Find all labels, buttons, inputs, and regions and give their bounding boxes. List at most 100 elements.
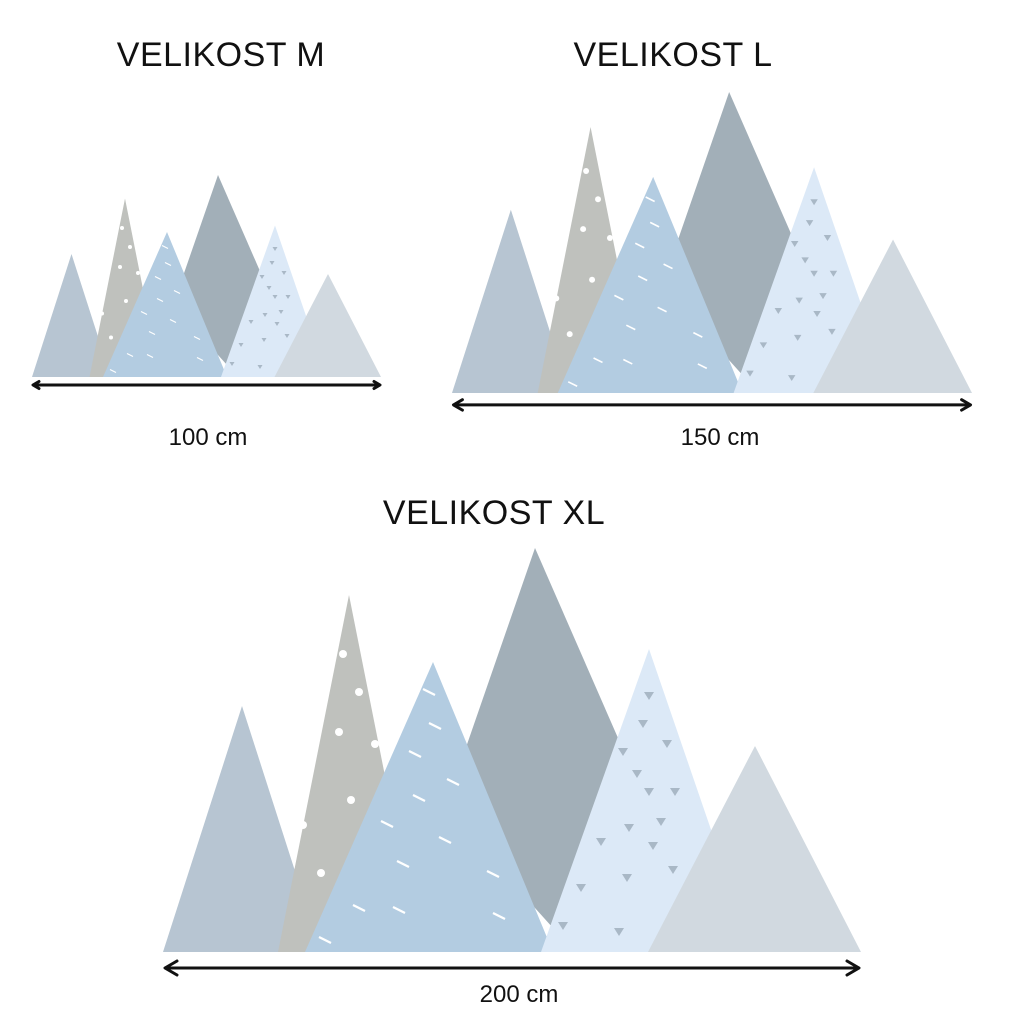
snow-dash xyxy=(318,936,332,944)
pattern-triangle xyxy=(576,884,586,892)
arrow-head-left xyxy=(31,380,41,390)
size-xl-title: VELIKOST XL xyxy=(382,494,606,532)
snow-dash xyxy=(126,353,134,357)
arrow-head-left xyxy=(451,398,464,412)
snow-dash xyxy=(196,357,204,361)
pattern-triangle xyxy=(618,748,628,756)
snow-dot xyxy=(136,271,140,275)
mountains-group xyxy=(163,548,861,977)
snow-dot xyxy=(606,235,613,241)
snow-dash xyxy=(154,276,162,280)
snow-dash xyxy=(146,354,154,358)
snow-dash xyxy=(161,245,169,249)
pattern-triangle xyxy=(272,247,278,251)
snow-dot xyxy=(124,299,128,303)
mountain-light-blue-dashed xyxy=(103,232,227,377)
pattern-triangle xyxy=(614,928,624,936)
pattern-triangle xyxy=(238,343,244,347)
pattern-triangle xyxy=(801,257,809,264)
snow-dash xyxy=(156,298,164,302)
snow-dash xyxy=(173,290,181,294)
pattern-triangle xyxy=(281,271,287,275)
snow-dot xyxy=(371,740,379,748)
snow-dash xyxy=(428,722,442,730)
pattern-triangle xyxy=(795,297,803,304)
size-l-width-label: 150 cm xyxy=(680,424,760,451)
snow-dot xyxy=(347,796,355,804)
snow-dot xyxy=(339,650,347,658)
snow-dot xyxy=(553,295,560,302)
pattern-triangle xyxy=(624,824,634,832)
pattern-triangle xyxy=(259,275,265,279)
pattern-triangle xyxy=(248,320,254,324)
snow-dash xyxy=(396,860,410,868)
snow-dash xyxy=(697,363,708,370)
pattern-triangle xyxy=(229,362,235,366)
size-l-title: VELIKOST L xyxy=(573,36,773,74)
mountain-blue-gray xyxy=(32,254,111,377)
snow-dash xyxy=(634,242,645,249)
snow-dash xyxy=(438,836,452,844)
mountain-light-gray xyxy=(648,746,861,952)
snow-dash xyxy=(412,794,426,802)
pattern-triangle xyxy=(644,692,654,700)
snow-dash xyxy=(422,688,436,696)
snow-dash xyxy=(645,196,656,203)
pattern-triangle xyxy=(670,788,680,796)
snow-dash xyxy=(693,331,703,338)
pattern-triangle xyxy=(644,788,654,796)
snow-dash xyxy=(446,778,460,786)
pattern-triangle xyxy=(272,295,278,299)
pattern-triangle xyxy=(774,308,783,315)
pattern-triangle xyxy=(656,818,666,826)
pattern-triangle xyxy=(257,365,263,369)
snow-dot xyxy=(317,869,325,877)
snow-dot xyxy=(589,276,596,283)
pattern-triangle xyxy=(810,199,818,206)
size-m-title: VELIKOST M xyxy=(116,36,326,74)
snow-dot xyxy=(299,821,307,829)
snow-dot xyxy=(109,335,113,340)
snow-dash xyxy=(663,263,673,270)
snow-dash xyxy=(380,820,394,828)
pattern-triangle xyxy=(759,342,768,349)
mountain-blue-gray xyxy=(452,209,570,393)
pattern-triangle xyxy=(828,328,836,335)
snow-dash xyxy=(657,306,667,313)
arrow-head-right xyxy=(845,959,861,977)
pattern-triangle xyxy=(813,311,821,317)
pattern-triangle xyxy=(278,310,284,314)
mountain-blue-gray xyxy=(163,706,321,952)
pattern-triangle xyxy=(790,241,799,247)
mountains-group xyxy=(31,175,382,390)
snow-dot xyxy=(580,226,587,233)
pattern-triangle xyxy=(648,842,658,850)
snow-dash xyxy=(148,331,156,335)
mountain-light-gray xyxy=(813,239,973,393)
snow-dot xyxy=(128,245,132,249)
pattern-triangle xyxy=(262,313,268,317)
size-m-width-label: 100 cm xyxy=(168,424,248,451)
snow-dash xyxy=(492,912,506,920)
snow-dash xyxy=(567,381,578,388)
width-arrow xyxy=(163,959,861,977)
pattern-triangle xyxy=(266,286,272,290)
arrow-head-left xyxy=(163,959,179,977)
pattern-triangle xyxy=(805,220,814,227)
pattern-triangle xyxy=(285,295,291,299)
snow-dash xyxy=(625,324,636,331)
snow-dot xyxy=(355,688,363,696)
pattern-triangle xyxy=(787,375,796,382)
snow-dash xyxy=(486,870,500,878)
snow-dash xyxy=(408,750,422,758)
mountains-group xyxy=(451,92,973,412)
snow-dash xyxy=(193,336,201,340)
pattern-triangle xyxy=(622,874,632,882)
pattern-triangle xyxy=(829,270,838,277)
pattern-triangle xyxy=(662,740,672,748)
snow-dash xyxy=(614,294,624,301)
snow-dash xyxy=(140,311,148,315)
snow-dot xyxy=(100,311,104,316)
